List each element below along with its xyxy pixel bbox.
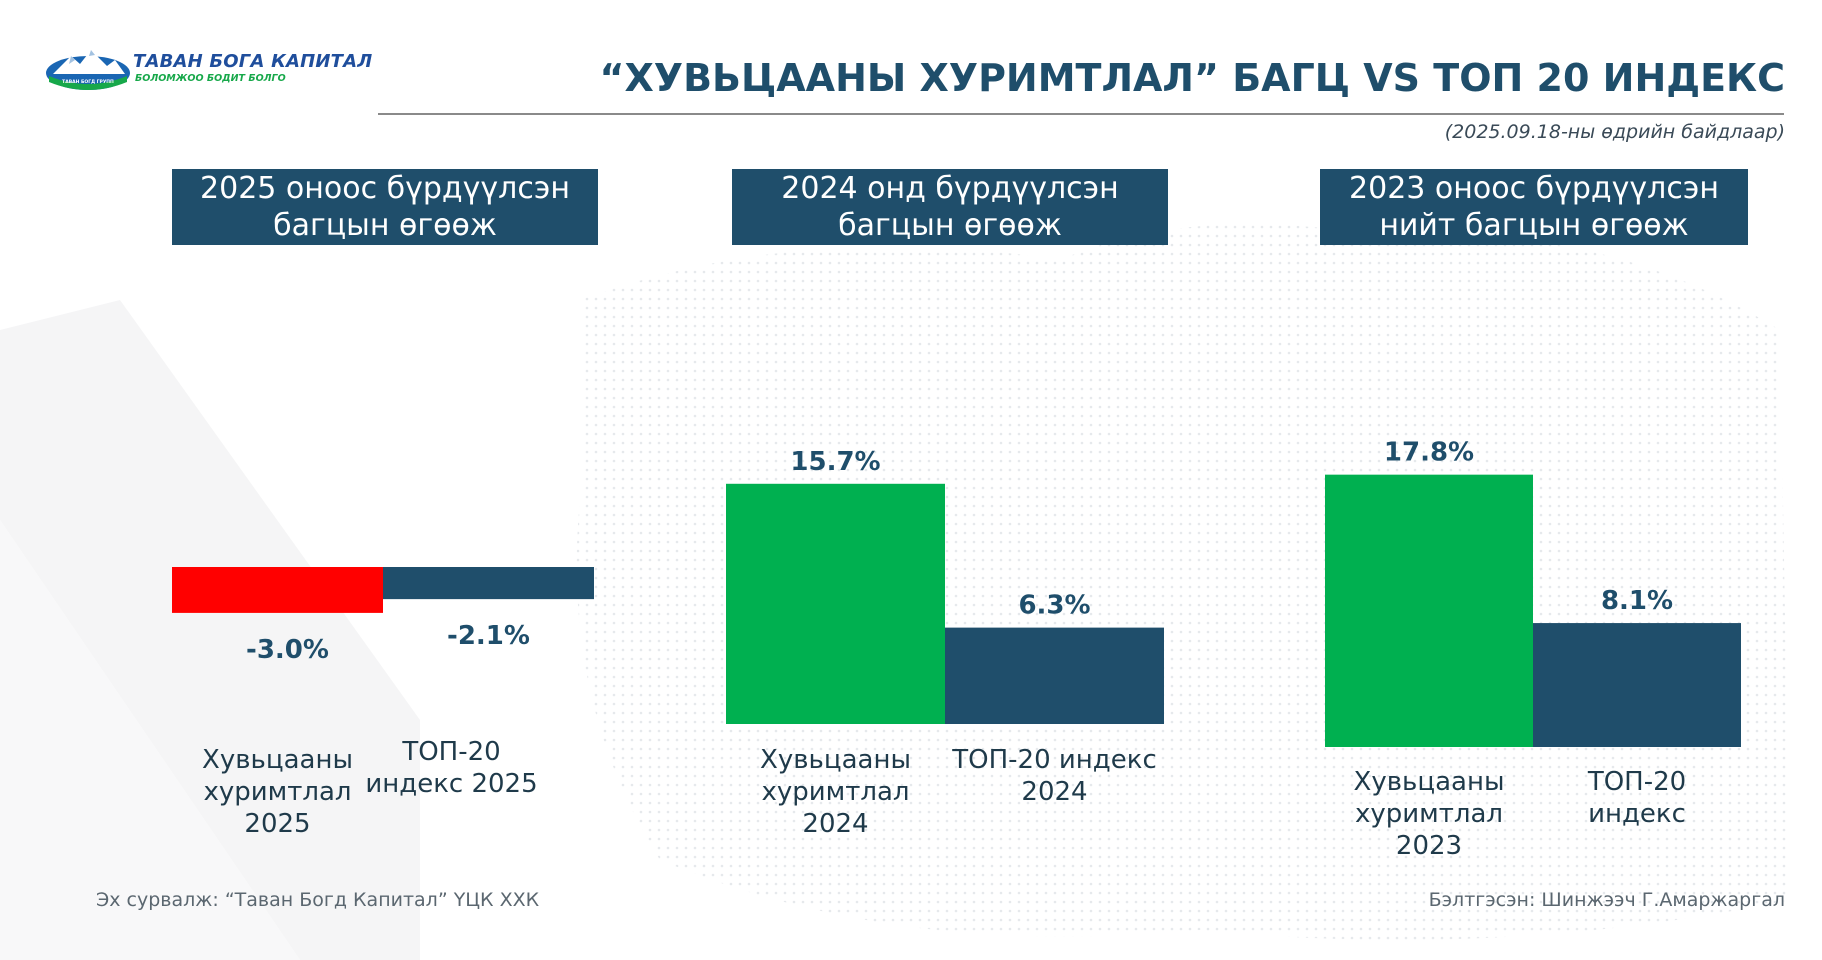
source-note: Эх сурвалж: “Таван Богд Капитал” ҮЦК ХХК bbox=[96, 889, 540, 911]
panel-title-line-2: нийт багцын өгөөж bbox=[1379, 208, 1689, 243]
bar-portfolio bbox=[726, 483, 945, 724]
brand-tagline: БОЛОМЖОО БОДИТ БОЛГО bbox=[135, 73, 286, 84]
brand-name: ТАВАН БОГА КАПИТАЛ bbox=[133, 51, 373, 72]
data-label: 17.8% bbox=[1384, 438, 1474, 468]
bar-portfolio bbox=[1325, 474, 1533, 747]
category-label: 2024 bbox=[802, 809, 868, 839]
category-label: хуримтлал bbox=[761, 777, 909, 807]
category-label: ТОП-20 bbox=[401, 737, 500, 767]
data-label: 8.1% bbox=[1601, 586, 1673, 616]
bar-index bbox=[1533, 623, 1741, 747]
panel-title-line-1: 2024 онд бүрдүүлсэн bbox=[781, 171, 1119, 206]
panel-title-line-2: багцын өгөөж bbox=[838, 208, 1062, 243]
category-label: индекс bbox=[1588, 799, 1686, 829]
bar-index bbox=[383, 567, 594, 600]
page-title: “ХУВЬЦААНЫ ХУРИМТЛАЛ” БАГЦ VS ТОП 20 ИНД… bbox=[599, 56, 1786, 100]
bar-index bbox=[945, 627, 1164, 724]
category-label: Хувьцааны bbox=[202, 745, 353, 775]
panel-header-2024: 2024 онд бүрдүүлсэн багцын өгөөж bbox=[732, 169, 1168, 245]
category-label: хуримтлал bbox=[203, 777, 351, 807]
category-label: 2025 bbox=[244, 809, 310, 839]
category-label: Хувьцааны bbox=[760, 745, 911, 775]
category-label: ТОП-20 индекс bbox=[951, 745, 1157, 775]
mountain-logo-icon: ТАВАН БОГД ГРУПП bbox=[46, 50, 130, 90]
panel-title-line-2: багцын өгөөж bbox=[273, 208, 497, 243]
category-label: индекс 2025 bbox=[365, 769, 537, 799]
data-label: 15.7% bbox=[790, 447, 880, 477]
category-label: Хувьцааны bbox=[1354, 767, 1505, 797]
prepared-by-note: Бэлтгэсэн: Шинжээч Г.Амаржаргал bbox=[1428, 889, 1785, 911]
category-label: 2024 bbox=[1021, 777, 1087, 807]
data-label: 6.3% bbox=[1018, 591, 1090, 621]
data-label: -2.1% bbox=[447, 621, 530, 651]
data-label: -3.0% bbox=[246, 635, 329, 665]
category-label: ТОП-20 bbox=[1587, 767, 1686, 797]
category-label: хуримтлал bbox=[1355, 799, 1503, 829]
panel-title-line-1: 2023 оноос бүрдүүлсэн bbox=[1349, 171, 1719, 206]
date-note: (2025.09.18-ны өдрийн байдлаар) bbox=[1444, 121, 1785, 143]
panel-header-2025: 2025 оноос бүрдүүлсэн багцын өгөөж bbox=[172, 169, 598, 245]
panel-title-line-1: 2025 оноос бүрдүүлсэн bbox=[200, 171, 570, 206]
category-label: 2023 bbox=[1396, 831, 1462, 861]
panel-header-2023: 2023 оноос бүрдүүлсэн нийт багцын өгөөж bbox=[1320, 169, 1748, 245]
logo-badge-text: ТАВАН БОГД ГРУПП bbox=[62, 79, 114, 85]
bar-portfolio bbox=[172, 567, 383, 613]
title-divider bbox=[378, 113, 1784, 115]
brand-logo: ТАВАН БОГД ГРУПП ТАВАН БОГА КАПИТАЛ БОЛО… bbox=[45, 46, 372, 94]
